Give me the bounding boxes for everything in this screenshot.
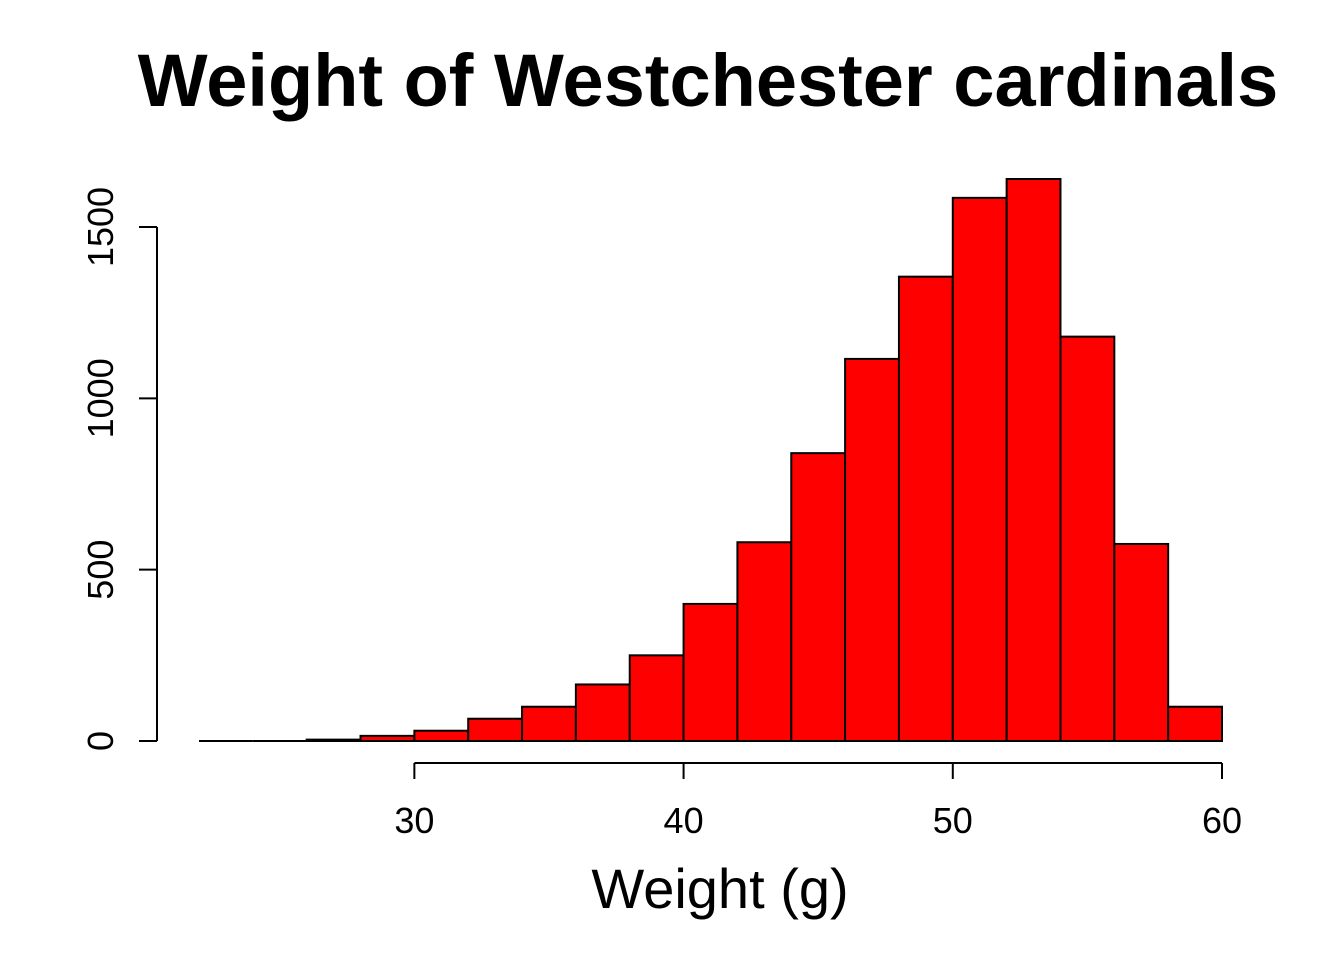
x-tick-label: 40	[664, 800, 704, 841]
histogram-bar	[521, 705, 577, 742]
histogram-bar	[305, 738, 362, 743]
x-axis-label: Weight (g)	[591, 857, 848, 920]
histogram-bar	[574, 683, 631, 743]
x-tick-label: 60	[1202, 800, 1242, 841]
x-tick-label: 50	[933, 800, 973, 841]
histogram-bar	[682, 602, 739, 742]
histogram-bar	[1059, 335, 1116, 742]
histogram-bar	[1167, 705, 1223, 742]
x-axis: 30 40 50 60	[394, 762, 1242, 841]
y-axis: 0 500 1000 1500	[80, 187, 158, 751]
histogram-bar	[897, 275, 954, 742]
y-tick-label: 0	[80, 731, 121, 751]
chart-title: Weight of Westchester cardinals	[138, 39, 1278, 122]
histogram-bar	[1113, 542, 1170, 743]
histogram-bar	[951, 196, 1008, 743]
histogram-bar	[628, 654, 685, 743]
histogram-bar	[1005, 178, 1062, 742]
histogram-bar	[413, 729, 470, 742]
y-tick-label: 1500	[80, 187, 121, 267]
bar-group	[199, 178, 1223, 743]
histogram-bar	[467, 717, 524, 742]
histogram-bar	[736, 541, 793, 742]
histogram-bar	[359, 734, 416, 742]
x-tick-label: 30	[394, 800, 434, 841]
y-tick-label: 500	[80, 540, 121, 600]
histogram-bar	[844, 357, 900, 742]
histogram-bar	[790, 452, 847, 742]
y-tick-label: 1000	[80, 358, 121, 438]
